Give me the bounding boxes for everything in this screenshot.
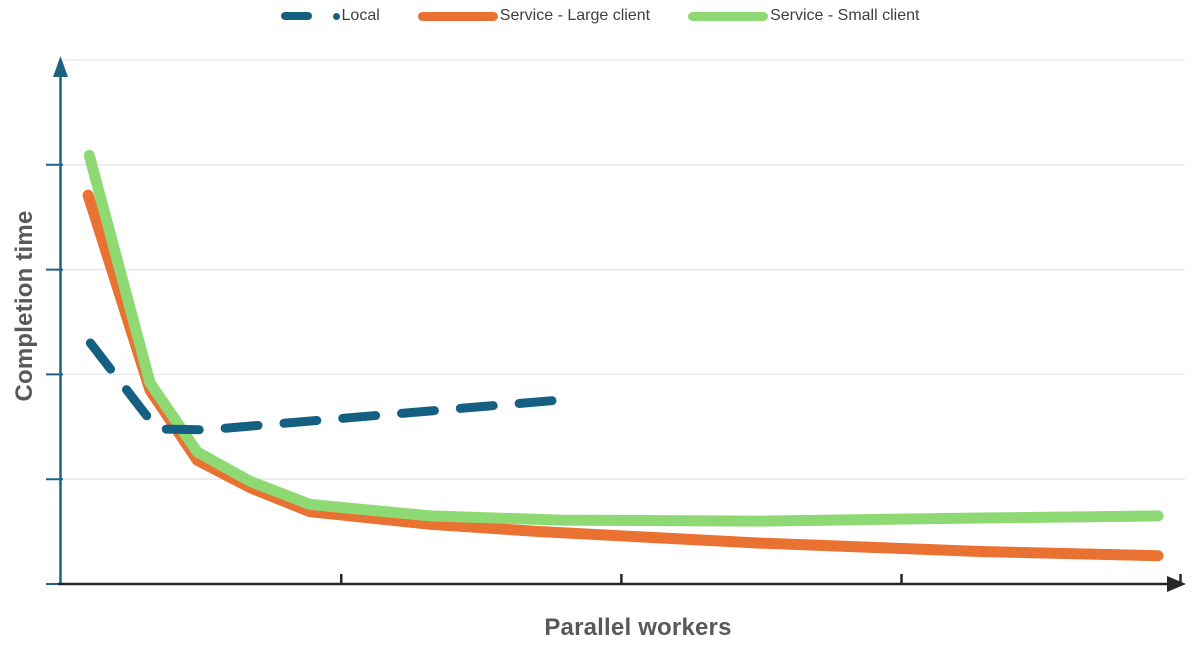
legend-label-local: Local (341, 7, 380, 24)
y-axis-title: Completion time (11, 210, 38, 402)
series-line-service-small-client (83, 149, 1164, 527)
local-dot-marker-icon (332, 12, 340, 20)
legend-label-service-small: Service - Small client (770, 7, 920, 24)
legend-item-service-large: Service - Large client (417, 7, 651, 25)
x-axis-title: Parallel workers (544, 614, 732, 641)
legend-label-service-large: Service - Large client (499, 7, 651, 24)
legend-item-local: Local (280, 7, 380, 25)
legend: Local Service - Large client Service - S… (0, 7, 1200, 25)
local-dash-marker-icon (280, 12, 312, 20)
y-axis-arrowhead-icon (53, 56, 68, 77)
legend-item-service-small: Service - Small client (688, 7, 919, 25)
series-line-local (85, 338, 570, 435)
series-line-service-large-client (82, 189, 1164, 562)
service-small-line-marker-icon (688, 11, 769, 21)
x-axis-arrowhead-icon (1167, 576, 1186, 592)
service-large-line-marker-icon (417, 11, 498, 21)
